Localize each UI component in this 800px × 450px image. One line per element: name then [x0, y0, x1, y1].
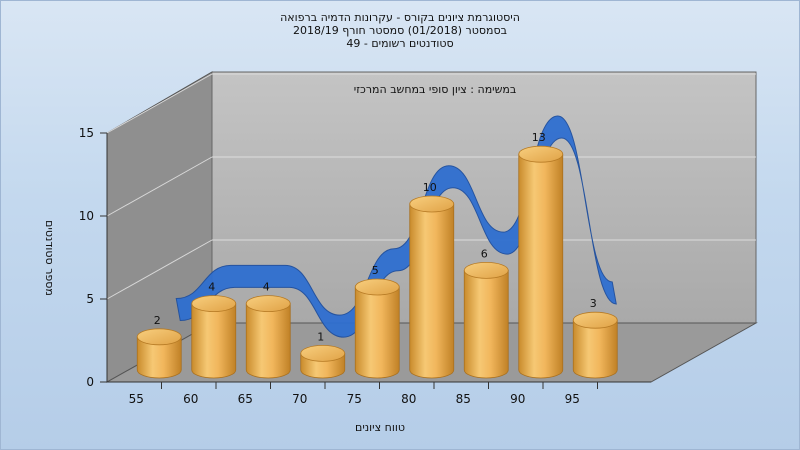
bar-cylinder: [463, 261, 509, 379]
bar-value-label: 13: [532, 131, 546, 144]
x-tick-label: 75: [347, 392, 362, 406]
x-tick-label: 60: [183, 392, 198, 406]
gridline-side: [106, 73, 213, 134]
bar-top: [245, 295, 291, 313]
y-tick-label: 15: [79, 126, 94, 140]
bar-body: [518, 153, 564, 379]
y-tick-label: 5: [86, 292, 94, 306]
x-tick-label: 65: [238, 392, 253, 406]
bar-value-label: 2: [154, 314, 161, 327]
bar-cylinder: [136, 328, 182, 379]
bar-value-label: 4: [263, 281, 270, 294]
chart-subtitle: במשימה : ציון סופי במחשב המרכזי: [354, 83, 517, 96]
bar-body: [572, 319, 618, 379]
bar-cylinder: [409, 195, 455, 379]
chart-title-line-1: היסטוגרמת ציונים בקורס - עקרונות הדמיה ב…: [280, 11, 520, 24]
y-axis-label: מספר סטודנטים: [43, 220, 56, 296]
bar-top: [300, 344, 346, 362]
bar-body: [463, 270, 509, 379]
bar-value-label: 1: [317, 330, 324, 343]
bar-value-label: 10: [423, 181, 437, 194]
bar-top: [572, 311, 618, 329]
y-tick-label: 10: [79, 209, 94, 223]
bar-body: [136, 336, 182, 379]
bar-top: [191, 295, 237, 313]
gridline-side: [106, 156, 213, 217]
bar-value-label: 4: [208, 281, 215, 294]
bar-body: [409, 203, 455, 379]
bar-cylinder: [191, 295, 237, 379]
bar-value-label: 3: [590, 297, 597, 310]
gridline-side: [106, 239, 213, 300]
bar-top: [354, 278, 400, 296]
bar-body: [245, 303, 291, 379]
bar-cylinder: [354, 278, 400, 379]
bar-top: [518, 145, 564, 163]
x-tick-label: 95: [565, 392, 580, 406]
x-tick-label: 70: [292, 392, 307, 406]
chart-title-line-3: סטודנטים רשומים - 49: [346, 37, 454, 50]
x-axis-label: טווח ציונים: [355, 421, 405, 434]
bar-top: [409, 195, 455, 213]
bar-cylinder: [518, 145, 564, 379]
bar-value-label: 6: [481, 247, 488, 260]
chart-title-line-2: בסמסטר (01/2018) סמסטר חורף 2018/19: [293, 24, 507, 37]
x-tick-label: 80: [401, 392, 416, 406]
trend-ribbon: [175, 115, 617, 338]
bar-cylinder: [300, 344, 346, 379]
bar-value-label: 5: [372, 264, 379, 277]
y-tick-label: 0: [86, 375, 94, 389]
bar-cylinder: [572, 311, 618, 379]
x-tick-label: 85: [456, 392, 471, 406]
bar-body: [354, 286, 400, 379]
x-tick-label: 90: [510, 392, 525, 406]
bar-top: [463, 261, 509, 279]
bar-cylinder: [245, 295, 291, 379]
bar-body: [191, 303, 237, 379]
x-tick-label: 55: [129, 392, 144, 406]
bar-top: [136, 328, 182, 346]
